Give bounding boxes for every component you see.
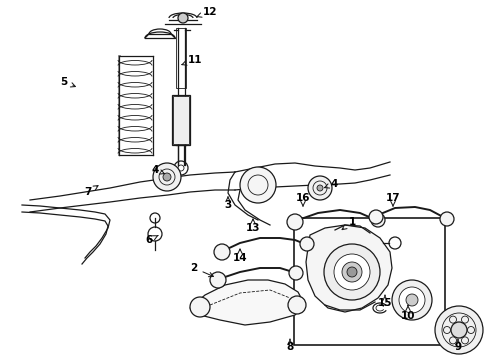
- Circle shape: [317, 185, 323, 191]
- Circle shape: [300, 237, 314, 251]
- Text: 2: 2: [191, 263, 213, 277]
- Text: 16: 16: [296, 193, 310, 206]
- Text: 1: 1: [342, 217, 356, 230]
- Circle shape: [163, 173, 171, 181]
- Circle shape: [369, 210, 383, 224]
- Text: 9: 9: [454, 339, 462, 352]
- Circle shape: [342, 262, 362, 282]
- Bar: [294, 218, 445, 345]
- Circle shape: [210, 272, 226, 288]
- Text: 11: 11: [182, 55, 202, 65]
- Circle shape: [289, 266, 303, 280]
- Circle shape: [451, 322, 467, 338]
- Text: 6: 6: [146, 235, 158, 245]
- Circle shape: [334, 254, 370, 290]
- Text: 5: 5: [60, 77, 75, 87]
- Text: 4: 4: [324, 179, 338, 189]
- Bar: [172, 95, 190, 145]
- Bar: [176, 28, 186, 88]
- Polygon shape: [190, 280, 305, 325]
- Circle shape: [389, 237, 401, 249]
- Circle shape: [440, 212, 454, 226]
- Text: 15: 15: [378, 295, 392, 308]
- Circle shape: [240, 167, 276, 203]
- Circle shape: [178, 13, 188, 23]
- Text: 13: 13: [246, 219, 260, 233]
- Circle shape: [392, 280, 432, 320]
- Circle shape: [308, 176, 332, 200]
- Text: 12: 12: [197, 7, 217, 17]
- Circle shape: [153, 163, 181, 191]
- Text: 10: 10: [401, 305, 415, 321]
- Text: 4: 4: [151, 165, 165, 175]
- Circle shape: [371, 213, 385, 227]
- Text: 8: 8: [286, 339, 294, 352]
- Circle shape: [324, 244, 380, 300]
- Circle shape: [435, 306, 483, 354]
- Circle shape: [214, 244, 230, 260]
- Text: 17: 17: [386, 193, 400, 206]
- Circle shape: [288, 296, 306, 314]
- Circle shape: [399, 287, 425, 313]
- Bar: [173, 96, 189, 144]
- Text: 14: 14: [233, 249, 247, 263]
- Circle shape: [287, 214, 303, 230]
- Circle shape: [190, 297, 210, 317]
- Text: 3: 3: [224, 197, 232, 210]
- Circle shape: [406, 294, 418, 306]
- Text: 7: 7: [84, 186, 98, 197]
- Polygon shape: [306, 225, 392, 312]
- Circle shape: [347, 267, 357, 277]
